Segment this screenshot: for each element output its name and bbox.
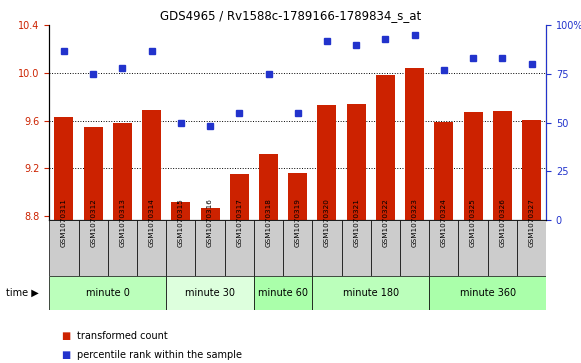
Text: transformed count: transformed count — [77, 331, 168, 341]
Bar — [522, 119, 541, 220]
Bar — [55, 117, 73, 220]
Text: GSM1070318: GSM1070318 — [266, 198, 271, 246]
Text: minute 30: minute 30 — [185, 288, 235, 298]
Bar — [78, 220, 108, 276]
Bar — [283, 220, 313, 276]
Bar — [517, 220, 546, 276]
Bar — [317, 105, 336, 220]
Text: GSM1070315: GSM1070315 — [178, 198, 184, 246]
Bar — [195, 220, 225, 276]
Bar — [342, 220, 371, 276]
Bar — [371, 220, 400, 276]
Text: GSM1070322: GSM1070322 — [382, 198, 389, 246]
Text: GSM1070313: GSM1070313 — [120, 198, 125, 246]
Text: GSM1070312: GSM1070312 — [90, 198, 96, 246]
Text: GSM1070319: GSM1070319 — [295, 198, 301, 246]
Bar — [458, 220, 487, 276]
Bar — [171, 202, 191, 220]
Bar — [254, 220, 283, 276]
Bar — [487, 220, 517, 276]
Bar — [49, 276, 166, 310]
Text: GSM1070326: GSM1070326 — [499, 198, 505, 246]
Bar — [400, 220, 429, 276]
Text: GSM1070327: GSM1070327 — [529, 198, 535, 246]
Text: ■: ■ — [61, 331, 70, 341]
Bar — [84, 127, 103, 220]
Bar — [49, 220, 78, 276]
Bar — [142, 110, 161, 220]
Bar — [259, 154, 278, 220]
Text: ■: ■ — [61, 350, 70, 360]
Text: GSM1070324: GSM1070324 — [441, 198, 447, 246]
Bar — [376, 76, 395, 220]
Bar — [288, 173, 307, 220]
Bar — [435, 122, 453, 220]
Text: GDS4965 / Rv1588c-1789166-1789834_s_at: GDS4965 / Rv1588c-1789166-1789834_s_at — [160, 9, 421, 22]
Text: minute 360: minute 360 — [460, 288, 516, 298]
Bar — [137, 220, 166, 276]
Text: minute 180: minute 180 — [343, 288, 399, 298]
Bar — [230, 174, 249, 220]
Bar — [113, 123, 132, 220]
Bar — [200, 208, 220, 220]
Text: GSM1070311: GSM1070311 — [61, 198, 67, 246]
Text: percentile rank within the sample: percentile rank within the sample — [77, 350, 242, 360]
Text: GSM1070320: GSM1070320 — [324, 198, 330, 246]
Text: GSM1070325: GSM1070325 — [470, 198, 476, 246]
Bar — [166, 276, 254, 310]
Text: minute 0: minute 0 — [86, 288, 130, 298]
Text: minute 60: minute 60 — [258, 288, 308, 298]
Bar — [108, 220, 137, 276]
Text: GSM1070317: GSM1070317 — [236, 198, 242, 246]
Bar — [313, 220, 342, 276]
Bar — [254, 276, 313, 310]
Text: GSM1070321: GSM1070321 — [353, 198, 359, 246]
Bar — [405, 68, 424, 220]
Bar — [313, 276, 429, 310]
Bar — [429, 220, 458, 276]
Text: GSM1070323: GSM1070323 — [412, 198, 418, 246]
Bar — [464, 113, 483, 220]
Text: time ▶: time ▶ — [6, 288, 38, 298]
Bar — [347, 104, 365, 220]
Text: GSM1070316: GSM1070316 — [207, 198, 213, 246]
Bar — [225, 220, 254, 276]
Bar — [166, 220, 195, 276]
Text: GSM1070314: GSM1070314 — [149, 198, 155, 246]
Bar — [493, 111, 512, 220]
Bar — [429, 276, 546, 310]
